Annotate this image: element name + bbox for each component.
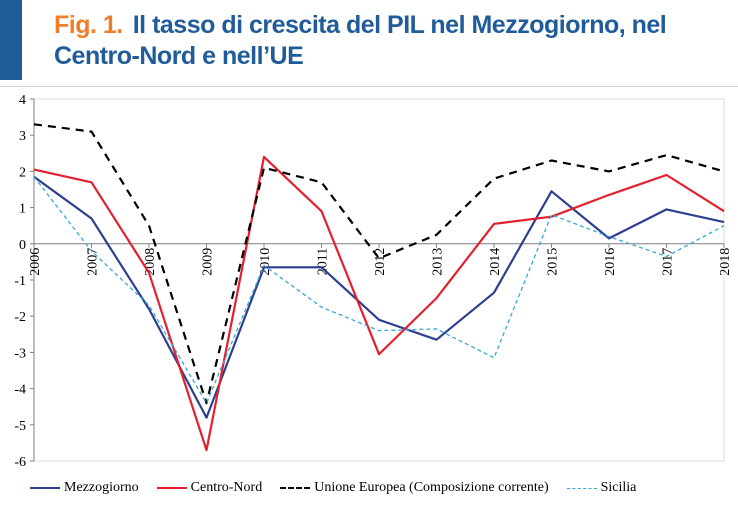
y-tick-label: 0 [19,238,26,253]
plot-area-border [34,99,724,461]
y-tick-label: -6 [14,455,26,470]
y-tick-label: -3 [14,346,26,361]
legend-swatch [567,488,597,489]
x-tick-label: 2016 [603,248,618,276]
chart-legend: Mezzogiorno Centro-Nord Unione Europea (Co… [30,478,648,498]
y-tick-label: -1 [14,274,26,289]
legend-swatch [30,487,60,489]
x-tick-label: 2017 [661,248,676,276]
figure-title: Fig. 1.Il tasso di crescita del PIL nel … [54,10,734,72]
legend-swatch [280,487,310,489]
y-tick-label: 2 [19,165,26,180]
x-tick-label: 2011 [316,248,331,275]
accent-bar [0,0,22,80]
legend-label: Sicilia [601,480,637,496]
y-tick-label: -2 [14,310,26,325]
legend-item: Mezzogiorno [30,480,139,496]
legend-swatch [157,487,187,489]
legend-item: Centro-Nord [157,480,263,496]
legend-label: Mezzogiorno [64,480,139,496]
x-tick-label: 2009 [201,248,216,276]
x-tick-label: 2006 [28,248,43,276]
legend-label: Centro-Nord [191,480,263,496]
series-line-2 [34,157,724,450]
legend-item: Unione Europea (Composizione corrente) [280,480,548,496]
y-tick-label: 4 [19,93,26,108]
x-tick-label: 2010 [258,248,273,276]
x-tick-label: 2014 [488,248,503,276]
x-tick-label: 2008 [143,248,158,276]
x-tick-label: 2018 [718,248,733,276]
line-chart: 4 3 2 1 0 -1 -2 -3 -4 -5 -6 2006 2007 2008 2009 2010 201… [0,87,738,507]
y-tick-label: -5 [14,419,26,434]
y-tick-label: 1 [19,202,26,217]
y-tick-label: 3 [19,129,26,144]
chart-frame: 4 3 2 1 0 -1 -2 -3 -4 -5 -6 2006 2007 2008 2009 2010 201… [0,86,738,507]
legend-label: Unione Europea (Composizione corrente) [314,480,548,496]
figure-title-text: Il tasso di crescita del PIL nel Mezzogi… [54,11,666,70]
legend-item: Sicilia [567,480,637,496]
x-tick-label: 2007 [86,248,101,276]
figure-label: Fig. 1. [54,11,123,39]
x-tick-label: 2015 [546,248,561,276]
y-tick-label: -4 [14,383,26,398]
x-tick-label: 2013 [431,248,446,276]
series-line-1 [34,177,724,418]
